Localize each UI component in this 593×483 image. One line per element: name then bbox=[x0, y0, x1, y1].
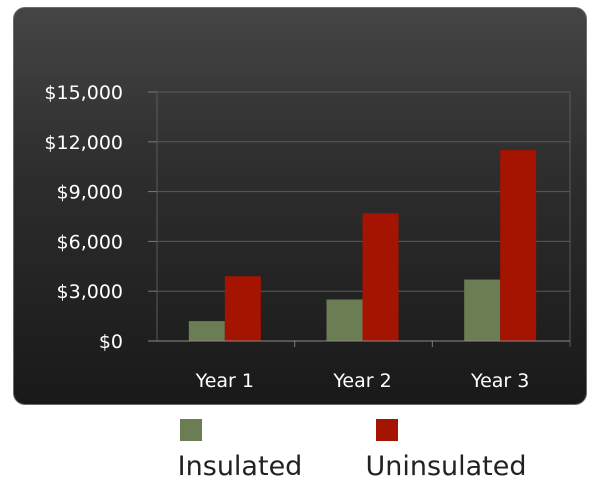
legend-swatch-uninsulated bbox=[376, 419, 398, 441]
legend-swatch-insulated bbox=[180, 419, 202, 441]
legend-label-insulated: Insulated bbox=[177, 451, 303, 482]
y-tick-label: $9,000 bbox=[57, 182, 123, 204]
bar-uninsulated-year-3 bbox=[500, 150, 537, 341]
y-tick-label: $12,000 bbox=[44, 132, 123, 154]
legend-label-uninsulated: Uninsulated bbox=[365, 451, 527, 482]
bar-chart: $0 $3,000 $6,000 $9,000 $12,000 $15,000 Year 1… bbox=[44, 82, 571, 392]
bar-uninsulated-year-1 bbox=[224, 276, 261, 341]
bar-insulated-year-2 bbox=[326, 299, 363, 341]
bar-uninsulated-year-2 bbox=[362, 213, 399, 341]
x-tick-label: Year 2 bbox=[332, 370, 391, 392]
chart-panel: $0 $3,000 $6,000 $9,000 $12,000 $15,000 Year 1… bbox=[13, 7, 587, 405]
bar-insulated-year-3 bbox=[464, 279, 501, 341]
y-tick-label: $6,000 bbox=[57, 231, 123, 253]
x-tick-label: Year 1 bbox=[195, 370, 254, 392]
bar-insulated-year-1 bbox=[188, 321, 225, 341]
y-tick-label: $0 bbox=[99, 331, 123, 353]
y-tick-label: $15,000 bbox=[44, 82, 123, 104]
x-tick-label: Year 3 bbox=[470, 370, 529, 392]
y-tick-label: $3,000 bbox=[57, 281, 123, 303]
